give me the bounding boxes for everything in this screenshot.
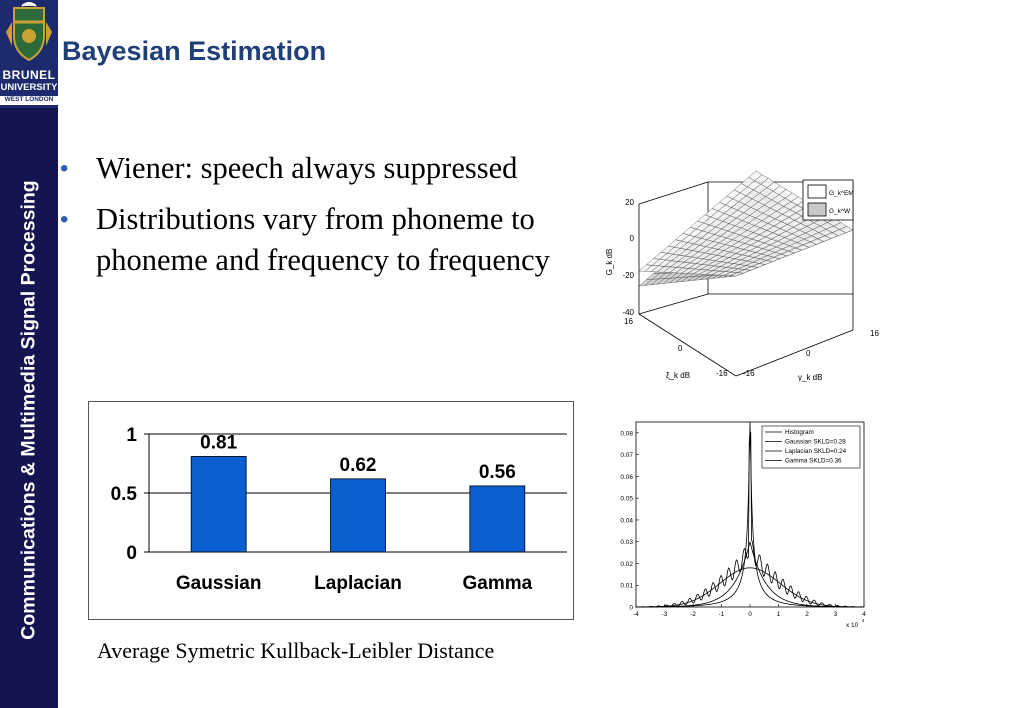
z-tick-label: -40 [622,308,634,317]
xi-tick-label: 0 [678,344,683,353]
gamma-tick-label: 0 [806,349,811,358]
x-tick-label: 0 [748,611,752,618]
y-tick-label: 0.5 [111,484,138,505]
legend-label: Histogram [785,429,814,436]
histogram-fit-chart: 0 0.01 0.02 0.03 0.04 0.05 0.06 0.07 0.08 -4 -3 -2 -… [620,421,866,629]
y-tick-label: 0.05 [620,496,633,503]
xi-tick-label: 16 [624,317,633,326]
z-axis-label: G_k dB [605,249,614,276]
x-tick-label: -1 [719,611,725,618]
gamma-tick-label: 16 [870,329,879,338]
z-tick-label: 20 [625,198,634,207]
y-tick-label: 0.07 [620,452,633,459]
bullet-text: Wiener: speech always suppressed [96,151,518,185]
xi-axis-label: ξ_k dB [666,371,690,380]
histogram-curve [635,432,864,608]
surface-cell-em [839,226,854,234]
y-tick-label: 1 [126,425,137,446]
bar-data-label: 0.56 [479,462,516,483]
skld-bar-chart-frame: 0 0.5 1 0.81 Gaussian 0.62 Laplacian 0.56 Gamma [88,401,574,620]
crest-icon [6,2,52,62]
bar [190,456,247,553]
category-label: Laplacian [314,573,402,594]
gaussian-curve [636,567,864,608]
bullet-icon: • [60,206,69,233]
bullet-item: • Wiener: speech always suppressed [60,148,620,189]
university-name-line2: UNIVERSITY [0,82,58,93]
x-tick-label: -4 [633,611,639,618]
sidebar-vertical-title: Communications & Multimedia Signal Proce… [17,180,40,640]
histogram-legend: Histogram Gaussian SKLD=0.28 Laplacian SKL… [761,425,861,469]
bullet-list: • Wiener: speech always suppressed • Dis… [60,148,620,291]
y-tick-label: 0.04 [620,517,633,524]
slide-title: Bayesian Estimation [62,36,327,66]
university-name-line3: WEST LONDON [0,96,58,105]
gamma-axis-label: γ_k dB [798,373,822,382]
university-logo: BRUNEL UNIVERSITY WEST LONDON [0,0,58,108]
surface-legend: G_k^EM G_k^W [802,179,854,221]
x-tick-label: -2 [690,611,696,618]
y-tick-label: 0.08 [620,430,633,437]
surface-mesh [638,170,854,287]
z-tick-label: -20 [622,271,634,280]
xi-tick-label: -16 [716,369,728,378]
legend-swatch-w [807,202,827,217]
y-tick-label: 0.03 [620,539,633,546]
bar [469,485,526,553]
bullet-icon: • [60,155,69,182]
y-tick-label: 0.01 [620,583,633,590]
bar-data-label: 0.62 [340,455,377,476]
legend-label: Laplacian SKLD=0.24 [785,448,847,455]
category-label: Gaussian [176,573,262,594]
x-tick-label: 4 [862,611,866,618]
bar-data-label: 0.81 [200,432,237,453]
x-multiplier-exponent: 4 [862,618,865,623]
x-tick-label: -3 [662,611,668,618]
skld-bar-chart: 0 0.5 1 0.81 Gaussian 0.62 Laplacian 0.56 Gamma [111,425,567,594]
gain-surface-chart: 20 0 -20 -40 G_k dB 16 0 -16 ξ_k dB -16 … [605,170,879,382]
y-tick-label: 0.02 [620,561,633,568]
bullet-item: • Distributions vary from phoneme to pho… [60,199,590,281]
sidebar: BRUNEL UNIVERSITY WEST LONDON Communicat… [0,0,58,708]
legend-label: Gamma SKLD=0.36 [785,458,842,465]
gamma-tick-label: -16 [743,369,755,378]
x-tick-label: 2 [805,611,809,618]
legend-label: G_k^EM [829,190,854,197]
y-tick-label: 0 [126,543,137,564]
bar [330,478,386,553]
y-tick-label: 0 [629,605,633,612]
y-tick-label: 0.06 [620,474,633,481]
legend-label: G_k^W [829,208,851,215]
z-tick-label: 0 [630,234,635,243]
bullet-text: Distributions vary from phoneme to phone… [96,202,550,277]
x-multiplier: x 10 [846,622,859,629]
category-label: Gamma [462,573,532,594]
x-tick-label: 1 [777,611,781,618]
legend-label: Gaussian SKLD=0.28 [785,439,846,446]
university-name-line1: BRUNEL [2,68,56,82]
figure-caption: Average Symetric Kullback-Leibler Distan… [97,638,495,663]
legend-box [761,425,861,469]
x-tick-label: 3 [834,611,838,618]
legend-swatch-em [807,184,827,199]
